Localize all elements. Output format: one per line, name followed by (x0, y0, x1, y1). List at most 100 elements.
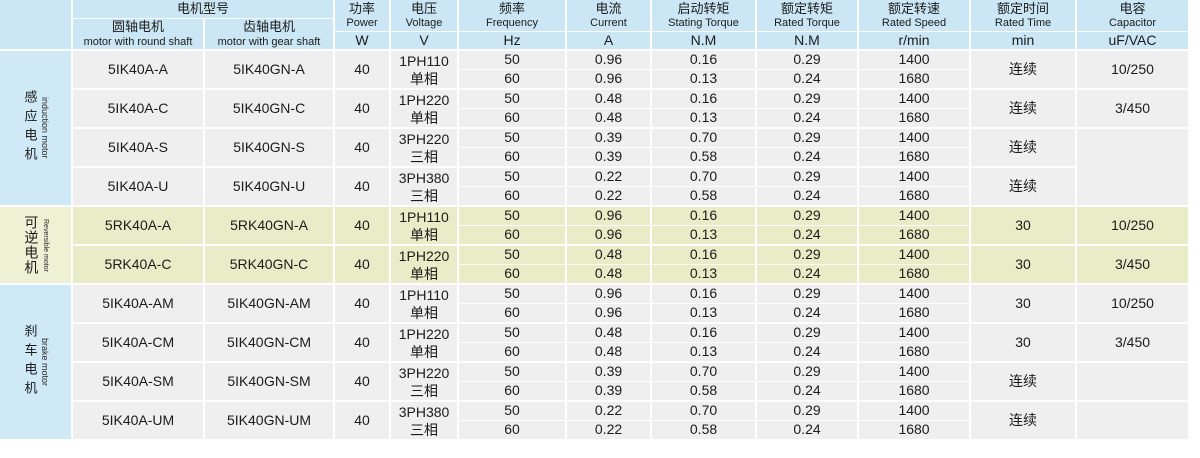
cell-rated-torque: 0.29 (755, 283, 859, 304)
cell-rated-speed: 1680 (857, 186, 971, 206)
cell-model-gear-shaft: 5IK40GN-UM (202, 400, 335, 439)
cell-voltage: 3PH380 三相 (389, 400, 459, 439)
unit-power: W (333, 30, 391, 50)
unit-current: A (565, 30, 652, 50)
table-row: 5IK40A-UM 5IK40GN-UM 40 3PH380 三相 50 0.22 0.70 0… (0, 400, 1189, 439)
col-header-round-shaft-zh: 圆轴电机 (111, 19, 164, 34)
cell-stating-torque: 0.16 (650, 49, 757, 70)
cell-model-gear-shaft: 5IK40GN-S (202, 127, 335, 167)
cell-rated-time: 连续 (969, 361, 1077, 401)
cell-rated-time: 30 (969, 244, 1077, 284)
section-label-zh: 可逆电机 (23, 215, 40, 275)
table-row: 5IK40A-CM 5IK40GN-CM 40 1PH220 单相 50 0.48 0.16 0… (0, 322, 1189, 362)
cell-stating-torque: 0.58 (650, 381, 757, 401)
cell-power: 40 (333, 283, 391, 323)
cell-rated-torque: 0.29 (755, 361, 859, 382)
cell-rated-speed: 1400 (857, 88, 971, 109)
cell-frequency: 60 (457, 342, 567, 362)
cell-current: 0.96 (565, 303, 652, 323)
cell-current: 0.96 (565, 225, 652, 245)
table-row: 刹车电机 brake motor 5IK40A-AM 5IK40GN-AM 40 1PH1… (0, 283, 1189, 439)
cell-stating-torque: 0.13 (650, 303, 757, 323)
cell-rated-torque: 0.24 (755, 147, 859, 167)
cell-model-gear-shaft: 5IK40GN-CM (202, 322, 335, 362)
col-header-rated-torque: 额定转矩 Rated Torque (755, 0, 859, 31)
cell-current: 0.96 (565, 205, 652, 226)
cell-model-gear-shaft: 5IK40GN-U (202, 166, 335, 206)
col-header-voltage-en: Voltage (405, 16, 443, 29)
cell-rated-speed: 1400 (857, 244, 971, 265)
header-row-2: 圆轴电机 motor with round shaft 齿轴电机 motor w… (0, 18, 1188, 50)
cell-stating-torque: 0.58 (650, 147, 757, 167)
table-header: 电机型号 功率 Power 电压 Voltage 频率 Frequency 电流… (0, 0, 1189, 50)
cell-rated-speed: 1680 (857, 381, 971, 401)
cell-voltage: 1PH220 单相 (389, 244, 459, 284)
table-row: 5IK40A-C 5IK40GN-C 40 1PH220 单相 50 0.48 0.16 0.2… (0, 88, 1189, 128)
cell-capacitor: 10/250 (1075, 49, 1189, 89)
cell-frequency: 50 (457, 127, 567, 148)
voltage-line: 三相 (410, 382, 439, 399)
cell-rated-torque: 0.24 (755, 303, 859, 323)
col-header-voltage: 电压 Voltage (389, 0, 459, 31)
col-header-rated-torque-zh: 额定转矩 (781, 0, 834, 16)
cell-rated-speed: 1680 (857, 69, 971, 89)
cell-capacitor: 10/250 (1075, 283, 1189, 323)
table-subrow: 60 0.96 0.13 0.24 1680 (0, 303, 1188, 323)
cell-voltage: 1PH110 单相 (389, 205, 459, 245)
cell-stating-torque: 0.13 (650, 225, 757, 245)
cell-stating-torque: 0.13 (650, 264, 757, 284)
cell-rated-speed: 1400 (857, 127, 971, 148)
unit-rated-speed: r/min (857, 30, 971, 50)
cell-frequency: 60 (457, 108, 567, 128)
table-subrow: 60 0.22 0.58 0.24 1680 (0, 420, 1188, 439)
cell-frequency: 60 (457, 303, 567, 323)
cell-capacitor: 3/450 (1075, 322, 1189, 362)
col-header-rated-time-en: Rated Time (994, 16, 1052, 29)
cell-current: 0.22 (565, 166, 652, 187)
col-header-stating-torque: 启动转矩 Stating Torque (650, 0, 757, 31)
cell-power: 40 (333, 166, 391, 206)
table-subrow: 60 0.48 0.13 0.24 1680 (0, 108, 1188, 128)
cell-current: 0.48 (565, 244, 652, 265)
cell-rated-speed: 1400 (857, 49, 971, 70)
voltage-line: 三相 (410, 148, 439, 165)
cell-rated-torque: 0.24 (755, 69, 859, 89)
cell-stating-torque: 0.70 (650, 166, 757, 187)
cell-frequency: 60 (457, 186, 567, 206)
cell-model-gear-shaft: 5IK40GN-A (202, 49, 335, 89)
unit-frequency: Hz (457, 30, 567, 50)
cell-rated-speed: 1400 (857, 166, 971, 187)
col-header-power-zh: 功率 (349, 0, 376, 16)
cell-frequency: 50 (457, 244, 567, 265)
voltage-line: 单相 (410, 304, 439, 321)
col-header-current-zh: 电流 (595, 0, 622, 16)
section-label-text: 可逆电机 Reversible motor (0, 208, 71, 283)
cell-frequency: 50 (457, 361, 567, 382)
table-subrow: 60 0.96 0.13 0.24 1680 (0, 225, 1188, 245)
cell-frequency: 60 (457, 147, 567, 167)
cell-frequency: 50 (457, 400, 567, 421)
cell-model-round-shaft: 5IK40A-SM (71, 361, 204, 401)
cell-rated-time: 30 (969, 205, 1077, 245)
col-header-frequency-en: Frequency (486, 16, 538, 29)
cell-current: 0.48 (565, 108, 652, 128)
cell-frequency: 50 (457, 322, 567, 343)
table-row: 感应电机 induction motor 5IK40A-A 5IK40GN-A 40 1P… (0, 49, 1189, 206)
cell-power: 40 (333, 244, 391, 284)
model-group-header: 电机型号 (70, 0, 335, 19)
voltage-line: 单相 (410, 343, 439, 360)
cell-rated-torque: 0.24 (755, 342, 859, 362)
voltage-line: 单相 (410, 70, 439, 87)
cell-model-gear-shaft: 5RK40GN-A (202, 205, 335, 245)
header-row-units: W V Hz A N.M N.M r/min min uF/VAC (0, 30, 1189, 50)
voltage-line: 1PH110 (399, 52, 449, 69)
cell-rated-torque: 0.24 (755, 186, 859, 206)
cell-voltage: 3PH220 三相 (389, 127, 459, 167)
cell-current: 0.48 (565, 264, 652, 284)
col-header-rated-time: 额定时间 Rated Time (969, 0, 1077, 31)
motor-spec-table: 电机型号 功率 Power 电压 Voltage 频率 Frequency 电流… (0, 0, 1189, 439)
table-row: 5IK40A-U 5IK40GN-U 40 3PH380 三相 50 0.22 0.70 0.2… (0, 166, 1188, 206)
cell-stating-torque: 0.58 (650, 420, 757, 439)
cell-power: 40 (333, 205, 391, 245)
col-header-round-shaft: 圆轴电机 motor with round shaft (71, 18, 204, 50)
